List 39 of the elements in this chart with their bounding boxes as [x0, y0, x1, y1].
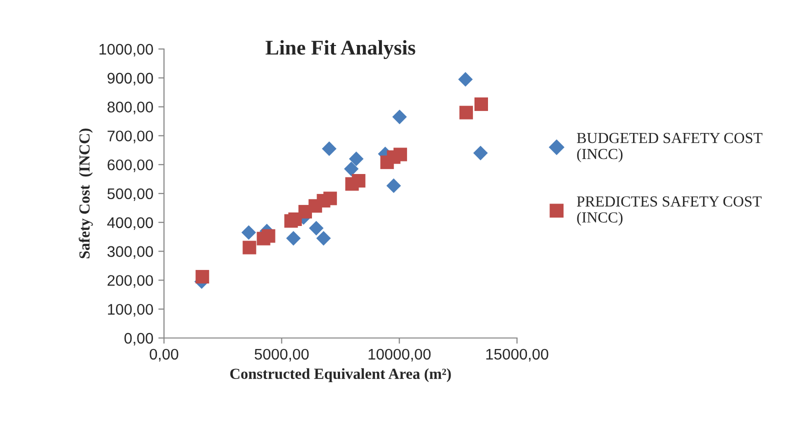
y-tick-label: 100,00: [108, 304, 153, 317]
legend-label: PREDICTES SAFETY COST (INCC): [576, 196, 762, 226]
x-tick-label: 0,00: [150, 348, 178, 362]
y-tick-label: 0,00: [124, 332, 153, 346]
point: [473, 146, 488, 160]
point: [322, 141, 336, 156]
point: [392, 110, 407, 124]
y-tick-label: 300,00: [107, 246, 153, 259]
y-axis-title: Safety Cost (INCC): [78, 128, 93, 258]
y-tick-label: 1000,00: [100, 44, 153, 56]
y-tick-label: 400,00: [107, 217, 153, 230]
point: [348, 152, 364, 166]
point: [316, 231, 331, 246]
x-tick-label: 5000,00: [254, 348, 309, 362]
y-tick-label: 800,00: [108, 102, 153, 114]
point: [352, 174, 366, 188]
x-tick-label: 10000,00: [368, 348, 431, 362]
x-axis-title: Constructed Equivalent Area (m²): [230, 368, 451, 382]
point: [286, 231, 301, 246]
point: [241, 225, 256, 240]
point: [459, 106, 473, 120]
point: [323, 192, 337, 206]
point: [308, 220, 324, 236]
point: [262, 229, 276, 243]
chart-title: Line Fit Analysis: [266, 40, 416, 60]
point: [474, 97, 488, 111]
x-tick-label: 15000,00: [486, 348, 548, 362]
point: [344, 162, 359, 176]
point: [242, 240, 256, 254]
legend-label: BUDGETED SAFETY COST (INCC): [576, 132, 762, 162]
point: [386, 178, 401, 193]
y-tick-label: 500,00: [107, 188, 153, 201]
point: [196, 270, 210, 284]
point: [458, 72, 473, 87]
point: [394, 148, 408, 162]
y-tick-label: 200,00: [108, 275, 153, 288]
y-tick-label: 900,00: [108, 72, 153, 86]
y-tick-label: 700,00: [108, 130, 153, 144]
y-tick-label: 600,00: [108, 159, 153, 172]
